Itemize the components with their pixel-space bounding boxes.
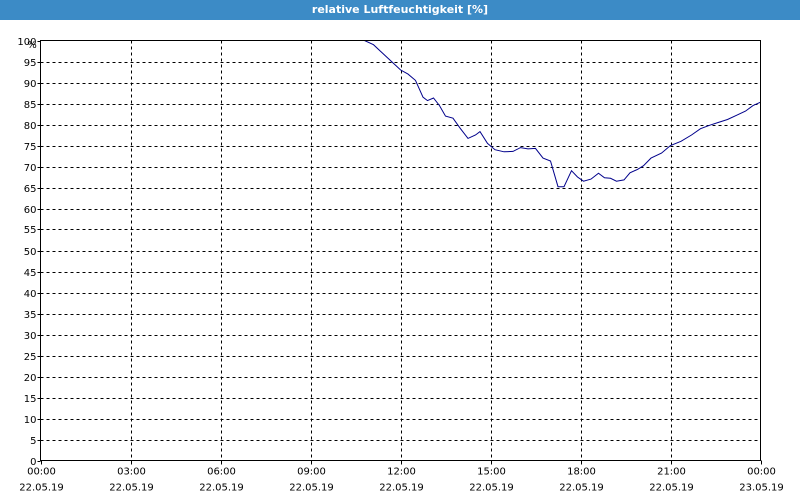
chart-title-bar: relative Luftfeuchtigkeit [%] xyxy=(0,0,800,20)
plot-frame xyxy=(40,40,761,461)
y-tick-label: 80 xyxy=(24,121,37,132)
x-tick-time-label: 00:00 xyxy=(747,467,776,478)
y-tick-label: 55 xyxy=(24,225,37,236)
x-tick-date-label: 22.05.19 xyxy=(379,483,424,494)
x-tick-date-label: 22.05.19 xyxy=(109,483,154,494)
y-tick-label: 20 xyxy=(24,373,37,384)
x-tick-date-label: 22.05.19 xyxy=(199,483,244,494)
x-tick-time-label: 18:00 xyxy=(567,467,596,478)
y-axis-unit-label: % xyxy=(27,40,37,51)
humidity-chart: 0 5 10 15 20 25 30 35 40 45 50 55 60 65 70 75 80 85 90 95 10… xyxy=(17,37,784,494)
grid xyxy=(40,40,761,461)
y-tick-label: 5 xyxy=(30,436,36,447)
x-tick-time-label: 00:00 xyxy=(27,467,56,478)
x-tick-date-label: 22.05.19 xyxy=(559,483,604,494)
y-tick-label: 60 xyxy=(24,205,37,216)
y-tick-label: 35 xyxy=(24,310,37,321)
y-tick-label: 85 xyxy=(24,100,37,111)
y-tick-label: 45 xyxy=(24,268,37,279)
x-tick-time-label: 09:00 xyxy=(297,467,326,478)
x-tick-time-label: 21:00 xyxy=(657,467,686,478)
y-tick-label: 15 xyxy=(24,394,37,405)
y-tick-label: 65 xyxy=(24,184,37,195)
x-tick-time-label: 03:00 xyxy=(117,467,146,478)
series-layer xyxy=(40,40,761,188)
y-tick-label: 95 xyxy=(24,58,37,69)
x-tick-date-label: 22.05.19 xyxy=(289,483,334,494)
y-tick-label: 25 xyxy=(24,352,37,363)
y-tick-label: 0 xyxy=(30,457,36,468)
x-tick-date-label: 22.05.19 xyxy=(649,483,694,494)
y-tick-label: 40 xyxy=(24,289,37,300)
x-tick-date-label: 23.05.19 xyxy=(739,483,784,494)
y-tick-label: 70 xyxy=(24,163,37,174)
x-axis: 00:00 22.05.19 03:00 22.05.19 06:00 22.05.19 0… xyxy=(19,460,784,494)
x-tick-date-label: 22.05.19 xyxy=(19,483,64,494)
y-tick-label: 100 xyxy=(17,37,36,48)
series-line xyxy=(40,40,761,188)
x-tick-date-label: 22.05.19 xyxy=(469,483,514,494)
x-tick-time-label: 06:00 xyxy=(207,467,236,478)
y-tick-label: 50 xyxy=(24,247,37,258)
y-axis: 0 5 10 15 20 25 30 35 40 45 50 55 60 65 70 75 80 85 90 95 10… xyxy=(17,37,41,468)
y-tick-label: 75 xyxy=(24,142,37,153)
x-tick-time-label: 15:00 xyxy=(477,467,506,478)
y-tick-label: 30 xyxy=(24,331,37,342)
y-tick-label: 90 xyxy=(24,79,37,90)
y-tick-label: 10 xyxy=(24,415,37,426)
x-tick-time-label: 12:00 xyxy=(387,467,416,478)
